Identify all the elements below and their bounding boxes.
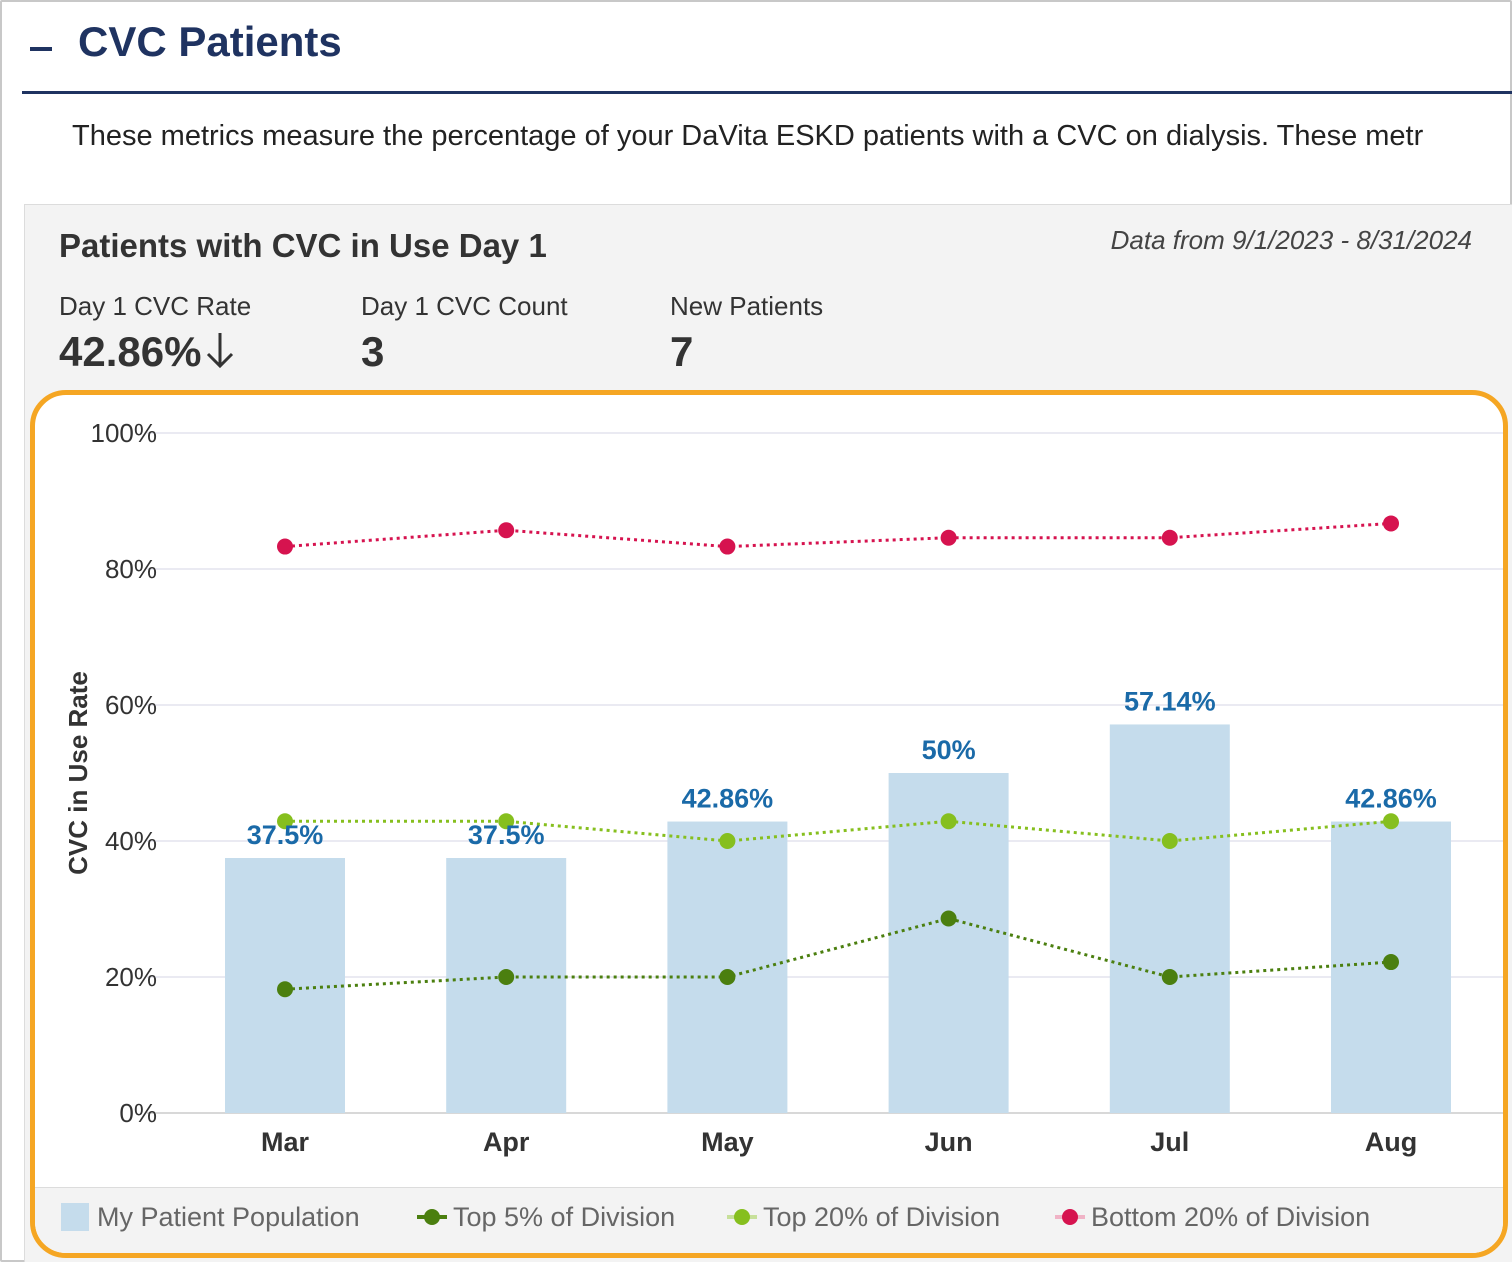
- point-top20: [940, 813, 957, 830]
- bar: [446, 858, 567, 1113]
- legend-label: Top 5% of Division: [453, 1202, 676, 1232]
- metric-label: New Patients: [670, 291, 824, 321]
- point-top5: [1383, 954, 1399, 971]
- point-top5: [277, 981, 293, 998]
- legend-swatch-top20: [727, 1203, 757, 1234]
- metric-label: Day 1 CVC Rate: [59, 291, 252, 321]
- x-tick-label: Mar: [261, 1127, 310, 1157]
- metric-label: Day 1 CVC Count: [361, 291, 568, 321]
- x-tick-label: Jul: [1150, 1127, 1189, 1157]
- bar-data-label: 42.86%: [1345, 784, 1437, 814]
- legend-swatch-bar: [61, 1203, 89, 1231]
- point-bottom20: [1383, 515, 1399, 532]
- bar: [888, 773, 1009, 1113]
- collapse-icon[interactable]: [30, 20, 54, 74]
- point-top20: [719, 833, 736, 849]
- legend-item-top-5[interactable]: Top 5% of Division: [417, 1202, 675, 1234]
- section-title: CVC Patients: [78, 18, 342, 65]
- metric-value: 3: [361, 328, 385, 375]
- legend-swatch-bottom20: [1055, 1203, 1085, 1234]
- bar-data-label: 50%: [922, 735, 976, 765]
- metric-value-text: 42.86%: [59, 328, 202, 375]
- point-top20: [498, 813, 515, 830]
- metric-new-patients: New Patients 7: [670, 291, 823, 376]
- chart-legend: My Patient Population Top 5% of Division…: [35, 1187, 1503, 1253]
- point-bottom20: [940, 529, 957, 546]
- chart-svg: 0% 20% 40% 60% 80% 100% CVC in Use Rate Mar Apr M…: [63, 418, 1503, 1157]
- series-line-bottom20: [284, 521, 1392, 549]
- point-top20: [1161, 833, 1178, 849]
- point-top5: [719, 969, 736, 985]
- x-tick-label: Aug: [1365, 1127, 1417, 1157]
- x-tick-label: Apr: [483, 1127, 530, 1157]
- date-range: Data from 9/1/2023 - 8/31/2024: [1110, 225, 1472, 255]
- chart-panel: 0% 20% 40% 60% 80% 100% CVC in Use Rate Mar Apr M…: [30, 390, 1508, 1258]
- legend-item-bottom-20[interactable]: Bottom 20% of Division: [1055, 1202, 1370, 1234]
- point-bottom20: [277, 538, 293, 555]
- bar-data-label: 57.14%: [1124, 686, 1216, 716]
- point-top5: [940, 910, 957, 927]
- point-bottom20: [719, 538, 736, 555]
- metric-day1-cvc-rate: Day 1 CVC Rate 42.86%: [59, 291, 251, 380]
- x-tick-label: Jun: [925, 1127, 973, 1157]
- y-tick-label: 20%: [105, 962, 157, 992]
- series-line-top5: [284, 916, 1392, 991]
- y-axis-title: CVC in Use Rate: [63, 671, 93, 875]
- point-top5: [1161, 969, 1178, 985]
- bar-data-label: 42.86%: [682, 784, 774, 814]
- metric-value: 7: [670, 328, 694, 375]
- legend-label: Bottom 20% of Division: [1091, 1202, 1371, 1232]
- series-line-top20: [285, 819, 1392, 843]
- card-title: Patients with CVC in Use Day 1: [59, 227, 547, 264]
- point-top5: [498, 969, 515, 985]
- arrow-down-icon: [205, 330, 235, 380]
- metric-value: 42.86%: [59, 328, 251, 380]
- section-description: These metrics measure the percentage of …: [72, 120, 1424, 152]
- point-bottom20: [1161, 529, 1178, 546]
- bar: [1109, 724, 1230, 1113]
- bar-data-label: 37.5%: [468, 820, 545, 850]
- point-bottom20: [498, 522, 515, 539]
- legend-item-top-20[interactable]: Top 20% of Division: [727, 1202, 1000, 1234]
- y-tick-label: 100%: [91, 418, 158, 448]
- legend-item-my-patient-population[interactable]: My Patient Population: [61, 1202, 360, 1233]
- point-top20: [277, 813, 293, 830]
- y-tick-label: 0%: [119, 1098, 157, 1128]
- y-tick-label: 40%: [105, 826, 157, 856]
- y-tick-label: 60%: [105, 690, 157, 720]
- legend-label: My Patient Population: [97, 1202, 360, 1232]
- metric-day1-cvc-count: Day 1 CVC Count 3: [361, 291, 568, 376]
- x-tick-label: May: [701, 1127, 754, 1157]
- legend-swatch-top5: [417, 1203, 447, 1234]
- section-header: CVC Patients: [22, 2, 1512, 94]
- bar-data-label: 37.5%: [247, 820, 324, 850]
- y-tick-label: 80%: [105, 554, 157, 584]
- point-top20: [1383, 813, 1399, 830]
- legend-label: Top 20% of Division: [763, 1202, 1001, 1232]
